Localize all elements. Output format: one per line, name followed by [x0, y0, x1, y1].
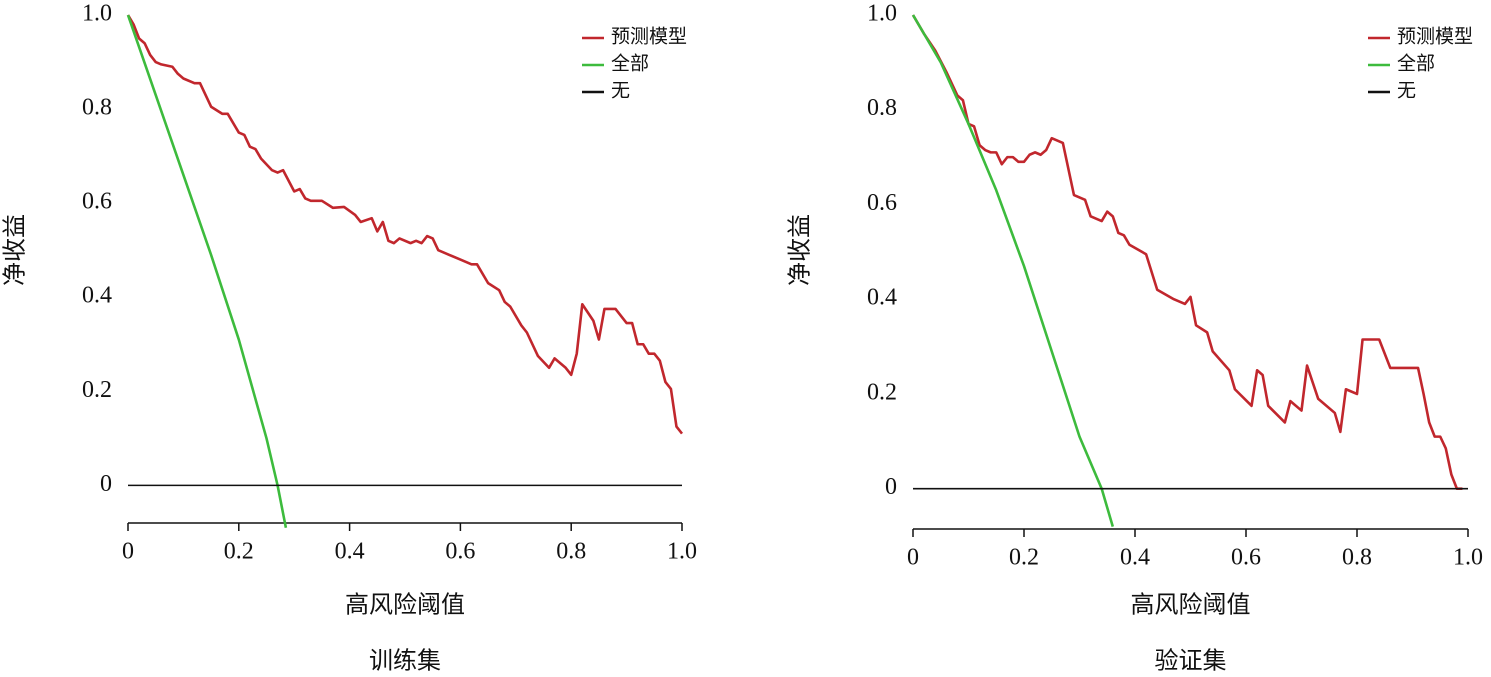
x-tick-label: 0.8: [1342, 545, 1372, 571]
y-tick-label: 0.4: [82, 283, 112, 309]
x-axis-label: 高风险阈值: [1131, 592, 1251, 619]
y-tick-label: 0.2: [867, 379, 897, 405]
chart-title: 验证集: [1155, 648, 1227, 675]
y-tick-label: 0.6: [82, 189, 112, 215]
y-tick-label: 0.2: [82, 377, 112, 403]
y-tick-label: 0: [885, 474, 897, 500]
legend-label: 全部: [1397, 52, 1435, 74]
y-tick-label: 0: [100, 471, 112, 497]
x-tick-label: 0.6: [1231, 545, 1261, 571]
x-tick-label: 0: [907, 545, 919, 571]
series-line: [911, 14, 1115, 527]
chart-title: 训练集: [369, 648, 441, 675]
y-tick-label: 1.0: [867, 1, 897, 27]
x-axis-label: 高风险阈值: [345, 592, 465, 619]
y-tick-label: 0.4: [867, 285, 897, 311]
x-tick-label: 0.4: [1120, 545, 1150, 571]
legend-label: 预测模型: [611, 25, 687, 47]
y-axis-label: 净收益: [2, 214, 29, 286]
x-tick-label: 0.2: [224, 539, 254, 565]
legend-label: 预测模型: [1397, 25, 1473, 47]
x-tick-label: 1.0: [1453, 545, 1483, 571]
x-tick-label: 0.4: [335, 539, 365, 565]
legend-label: 无: [611, 80, 630, 101]
x-tick-label: 0.8: [556, 539, 586, 565]
legend-label: 无: [1397, 80, 1416, 101]
series-line: [126, 14, 684, 435]
y-tick-label: 0.6: [867, 190, 897, 216]
y-tick-label: 1.0: [82, 1, 112, 27]
series-line: [911, 14, 1463, 491]
y-axis-label: 净收益: [787, 214, 814, 286]
series-line: [126, 14, 288, 528]
x-tick-label: 0.6: [445, 539, 475, 565]
legend-label: 全部: [611, 52, 649, 74]
x-tick-label: 0: [122, 539, 134, 565]
y-tick-label: 0.8: [867, 95, 897, 121]
x-tick-label: 1.0: [667, 539, 697, 565]
y-tick-label: 0.8: [82, 95, 112, 121]
x-tick-label: 0.2: [1009, 545, 1039, 571]
